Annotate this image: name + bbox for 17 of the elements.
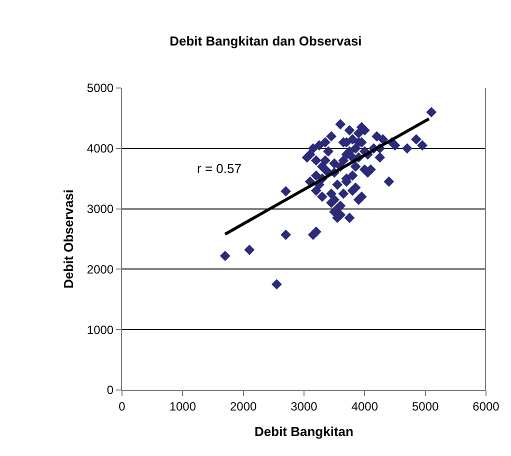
y-tick-label: 1000 [86,322,114,337]
x-tick-label: 0 [118,399,126,414]
chart-title: Debit Bangkitan dan Observasi [170,34,362,49]
x-tick-label: 3000 [290,399,318,414]
y-tick-label: 3000 [86,202,114,216]
y-tick-label: 0 [106,383,114,398]
x-tick-label: 5000 [412,399,439,414]
x-axis-title: Debit Bangkitan [254,424,354,439]
x-tick-label: 6000 [472,399,500,414]
x-tick-label: 4000 [351,399,378,414]
x-tick-label: 2000 [230,399,257,414]
y-tick-label: 2000 [86,262,114,276]
y-tick-label: 4000 [86,142,114,156]
annotation: r = 0.57 [197,161,242,176]
y-tick-label: 5000 [86,81,114,96]
y-axis-title: Debit Observasi [60,190,76,288]
x-tick-label: 1000 [169,399,196,414]
